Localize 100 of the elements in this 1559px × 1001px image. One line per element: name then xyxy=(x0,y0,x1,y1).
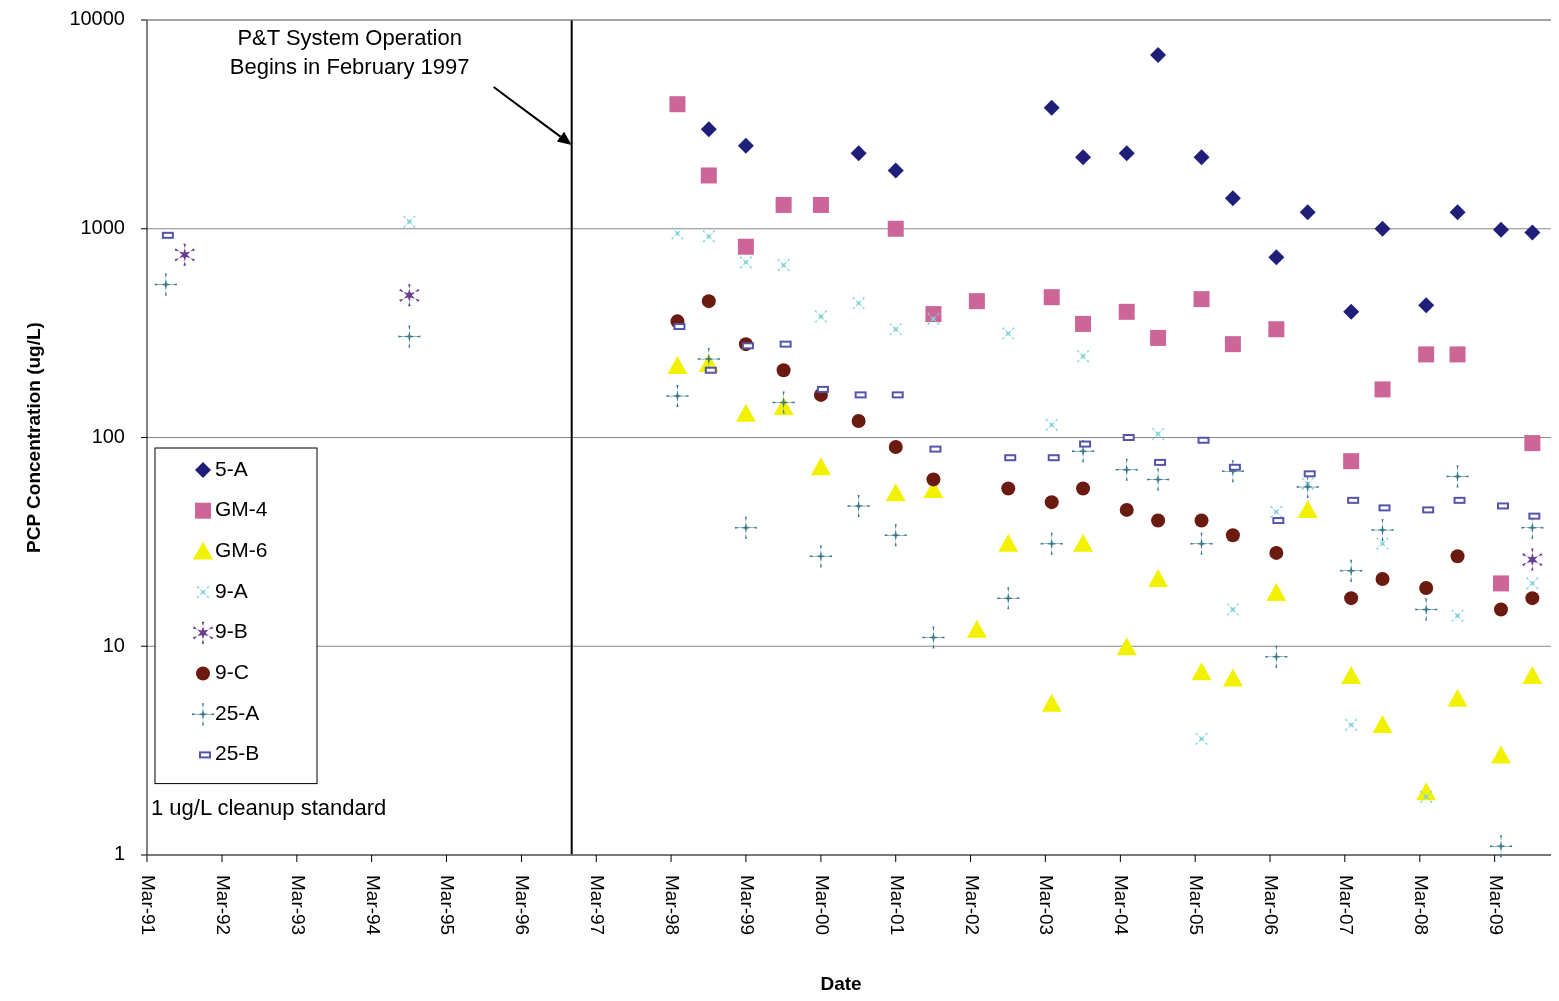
point xyxy=(1525,577,1539,590)
point xyxy=(1045,418,1059,432)
point xyxy=(700,167,717,184)
point xyxy=(701,294,716,309)
point xyxy=(1225,528,1240,543)
point xyxy=(1492,221,1509,238)
x-tick-label: Mar-01 xyxy=(886,875,908,936)
x-tick-label: Mar-09 xyxy=(1485,875,1507,936)
point xyxy=(997,587,1020,610)
point xyxy=(1490,745,1511,764)
point xyxy=(1118,145,1135,162)
point xyxy=(889,322,903,336)
point xyxy=(1449,204,1466,221)
point xyxy=(1115,458,1138,481)
x-tick-label: Mar-00 xyxy=(811,875,833,936)
point xyxy=(1195,732,1208,746)
point xyxy=(968,293,985,310)
point xyxy=(1446,465,1469,488)
legend-label: GM-4 xyxy=(215,497,268,521)
x-tick-label: Mar-05 xyxy=(1186,875,1208,936)
point xyxy=(772,391,795,414)
point xyxy=(1341,666,1362,685)
legend-label: 25-A xyxy=(215,700,260,724)
point xyxy=(1072,440,1095,463)
point xyxy=(1043,99,1060,116)
point xyxy=(1343,303,1360,320)
point xyxy=(1222,668,1243,687)
x-tick-label: Mar-95 xyxy=(437,875,459,936)
point xyxy=(1268,249,1285,266)
point xyxy=(702,229,716,243)
point xyxy=(810,457,831,476)
point xyxy=(1268,321,1285,338)
point xyxy=(739,256,753,269)
point xyxy=(399,284,420,307)
point xyxy=(1299,204,1316,221)
point xyxy=(1226,603,1240,616)
point xyxy=(1224,190,1241,207)
point xyxy=(700,121,717,138)
point xyxy=(1040,532,1063,555)
point xyxy=(1194,513,1209,528)
point xyxy=(1076,349,1090,363)
point xyxy=(1372,714,1393,733)
point xyxy=(154,273,177,296)
y-tick-label: 10 xyxy=(102,633,125,656)
point xyxy=(735,403,756,422)
point xyxy=(1044,495,1059,510)
x-tick-label: Mar-94 xyxy=(362,875,384,936)
point xyxy=(667,356,688,375)
point xyxy=(1344,718,1358,732)
point xyxy=(1073,533,1094,552)
point xyxy=(809,545,832,568)
point xyxy=(851,413,866,428)
ref-line-label: 1 ug/L cleanup standard xyxy=(151,795,387,820)
point xyxy=(885,483,906,502)
point xyxy=(1148,568,1169,587)
x-tick-label: Mar-06 xyxy=(1260,875,1282,936)
point xyxy=(671,227,684,240)
point xyxy=(1296,475,1319,498)
point xyxy=(174,243,195,266)
point xyxy=(925,306,942,323)
point xyxy=(1118,303,1135,320)
point xyxy=(1374,220,1391,237)
point xyxy=(884,524,907,547)
point xyxy=(1344,591,1359,606)
point xyxy=(1375,571,1390,586)
x-tick-label: Mar-93 xyxy=(287,875,309,936)
point xyxy=(737,238,754,255)
point xyxy=(666,385,689,408)
point xyxy=(1340,559,1363,582)
y-tick-label: 1000 xyxy=(80,216,125,239)
point xyxy=(1193,291,1210,308)
x-tick-label: Mar-92 xyxy=(213,875,234,936)
point xyxy=(734,516,757,539)
point xyxy=(669,96,686,113)
legend-label: 9-A xyxy=(215,578,248,602)
point xyxy=(1043,289,1060,306)
point xyxy=(1076,481,1091,496)
point xyxy=(966,619,987,638)
point xyxy=(737,137,754,154)
point xyxy=(1492,575,1509,592)
x-axis-title: Date xyxy=(820,973,862,994)
point xyxy=(1269,545,1284,560)
point xyxy=(926,472,941,487)
point xyxy=(1522,548,1543,571)
point xyxy=(1450,549,1465,564)
legend-label: 9-C xyxy=(215,660,249,684)
x-tick-label: Mar-08 xyxy=(1410,875,1432,936)
point xyxy=(814,310,828,323)
point xyxy=(1191,662,1212,681)
legend-label: 9-B xyxy=(215,619,248,643)
point xyxy=(1419,581,1434,596)
y-tick-label: 100 xyxy=(91,424,125,447)
point xyxy=(1418,346,1435,363)
point xyxy=(1449,346,1466,363)
point xyxy=(1119,502,1134,517)
x-tick-label: Mar-99 xyxy=(736,875,758,936)
point xyxy=(850,145,867,162)
point xyxy=(1147,468,1170,491)
point xyxy=(1001,481,1016,496)
point xyxy=(1151,513,1166,528)
